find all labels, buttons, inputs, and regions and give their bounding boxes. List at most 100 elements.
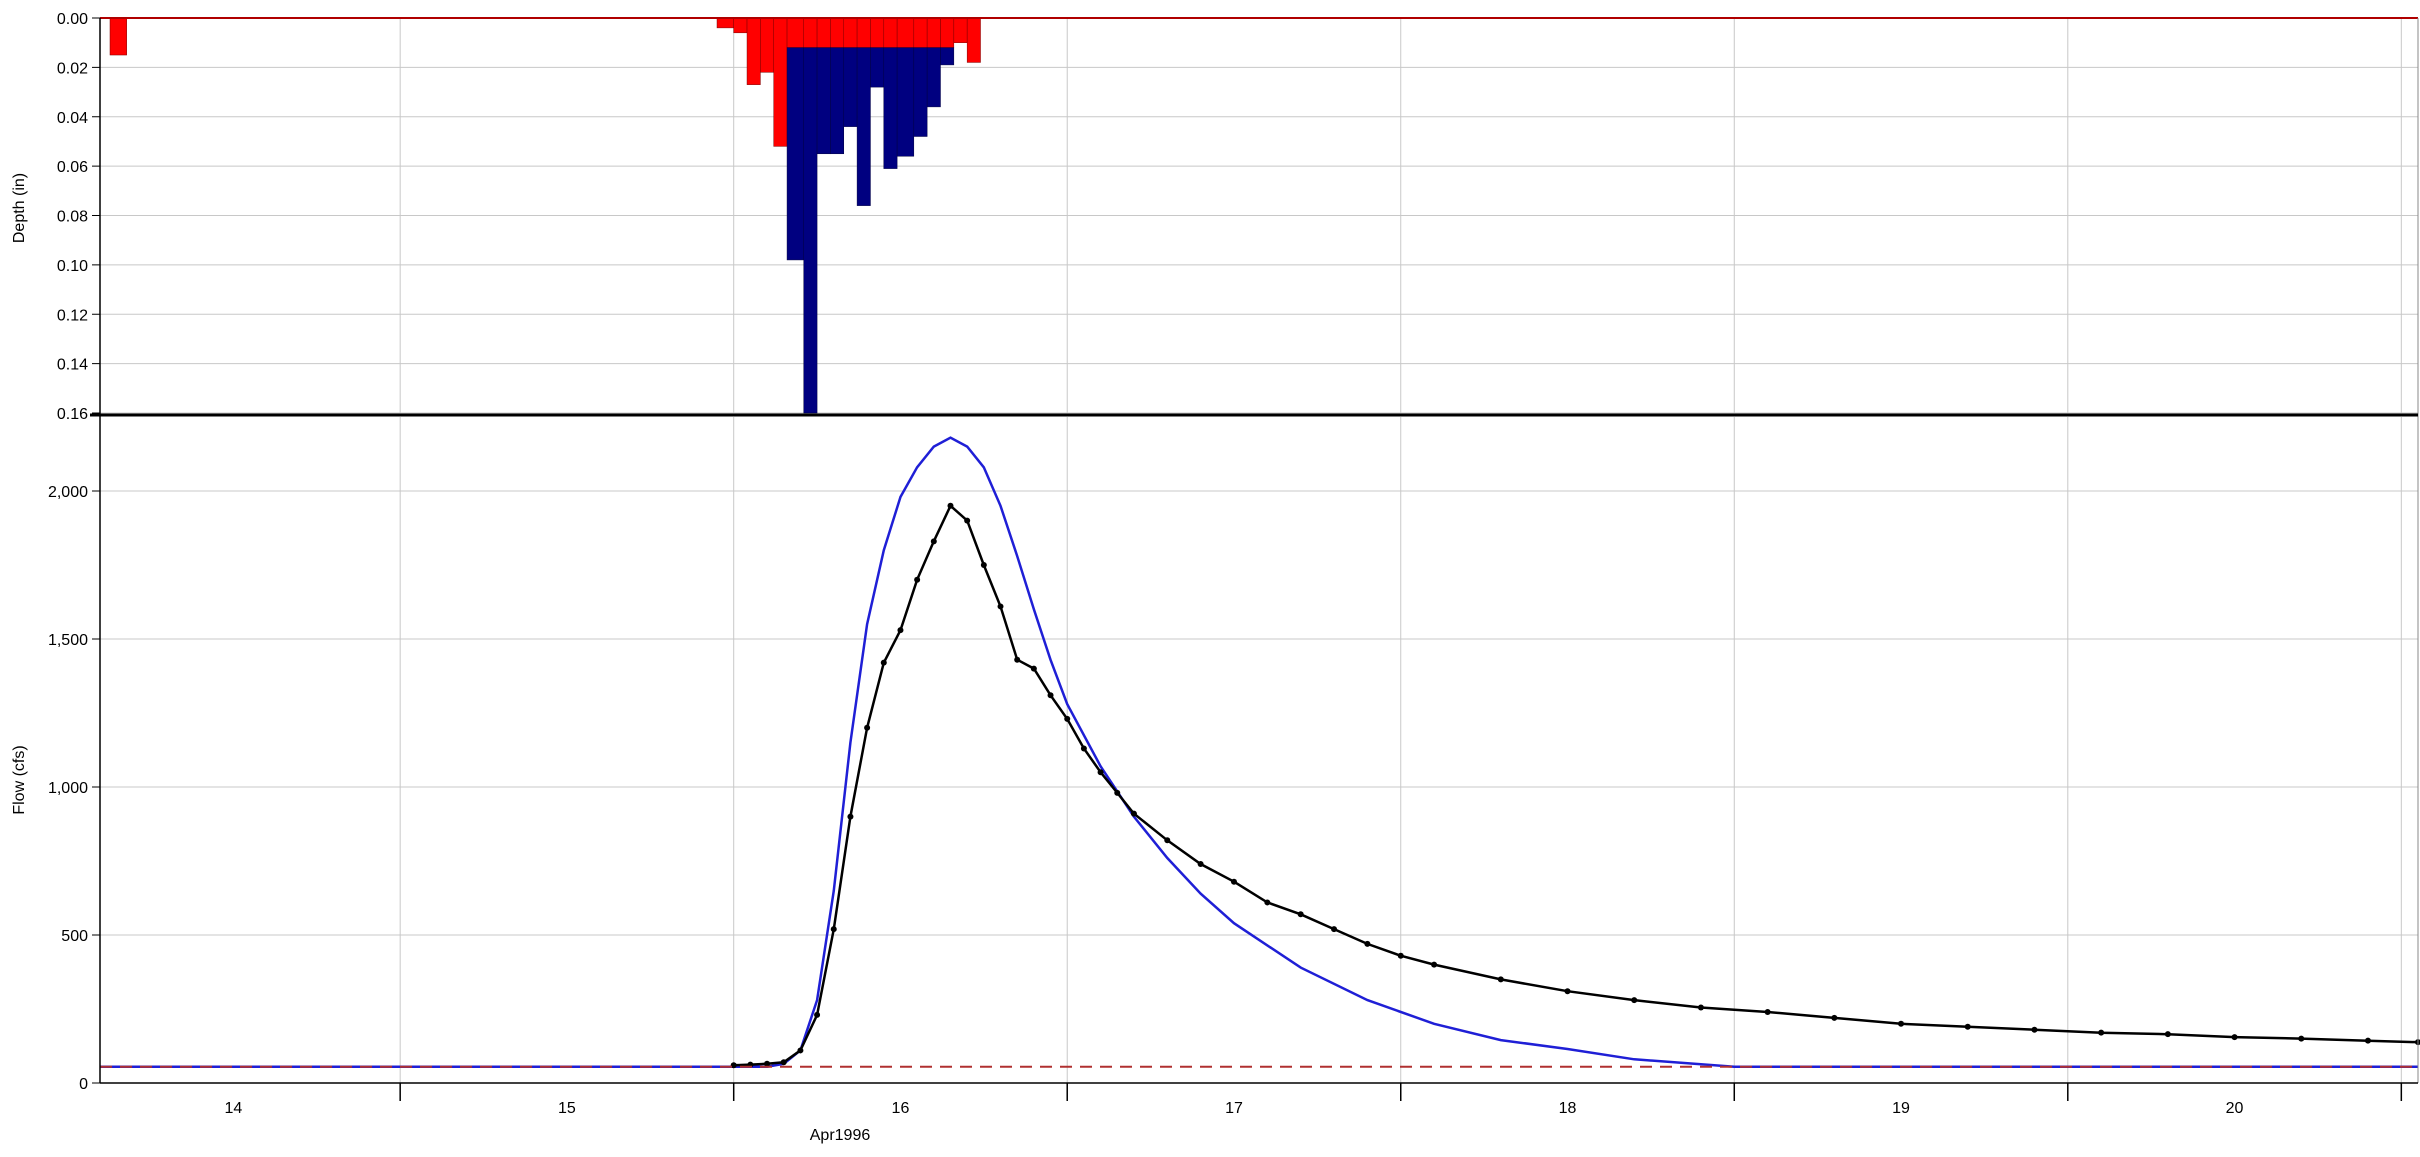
observed-flow-point xyxy=(914,576,921,583)
excess-precip-bar-17 xyxy=(940,17,955,48)
observed-flow-point xyxy=(2364,1037,2371,1044)
flow-y-tick-label-500: 500 xyxy=(61,928,88,945)
precip-y-tick-label-0.00: 0.00 xyxy=(57,11,88,28)
observed-flow-point xyxy=(780,1059,787,1066)
observed-flow-point xyxy=(1564,988,1571,995)
observed-flow-point xyxy=(980,562,987,568)
flow-series xyxy=(100,436,2420,1069)
observed-flow-point xyxy=(1431,961,1438,968)
flow-y-tick-label-1,500: 1,500 xyxy=(48,632,88,649)
observed-flow-point xyxy=(1631,997,1638,1004)
observed-flow-point xyxy=(1130,810,1137,817)
observed-flow-point xyxy=(997,603,1004,610)
observed-flow-point xyxy=(847,813,854,820)
x-axis: 14 15 16 17 18 19 20 Apr1996 xyxy=(225,1083,2403,1144)
excess-precip-bar-18 xyxy=(953,17,968,43)
observed-flow-point xyxy=(1114,789,1121,796)
observed-flow-point xyxy=(830,926,837,933)
observed-flow-point xyxy=(930,538,937,545)
observed-flow-point xyxy=(814,1011,821,1018)
precip-y-axis-title: Depth (in) xyxy=(11,173,28,243)
observed-flow-point xyxy=(2231,1034,2238,1041)
precip-y-ticks: 0.00 0.02 0.04 0.06 0.08 0.10 0.12 0.14 0.16 xyxy=(57,11,100,423)
excess-precip-bar-7 xyxy=(803,17,818,48)
flow-panel: 0 500 1,000 1,500 2,000 Flow (cfs) xyxy=(11,417,2420,1093)
x-tick-label-14: 14 xyxy=(225,1100,243,1117)
x-tick-label-16: 16 xyxy=(892,1100,910,1117)
observed-flow-point xyxy=(2164,1031,2171,1038)
observed-flow-point xyxy=(1331,926,1338,933)
excess-precip-bar-12 xyxy=(870,17,885,48)
excess-precip-bar-8 xyxy=(816,17,831,48)
observed-flow-point xyxy=(897,627,904,634)
loss-precip-bar-7 xyxy=(883,47,898,169)
precip-y-tick-label-0.16: 0.16 xyxy=(57,406,88,423)
loss-precip-bar-0 xyxy=(786,47,804,261)
precip-bars xyxy=(109,17,981,414)
observed-flow-point xyxy=(1264,899,1271,906)
excess-precip-bar-19 xyxy=(966,17,981,63)
observed-flow-point xyxy=(1697,1004,1704,1011)
observed-flow-point xyxy=(1364,940,1371,947)
precip-y-tick-label-0.06: 0.06 xyxy=(57,159,88,176)
flow-y-tick-label-1,000: 1,000 xyxy=(48,780,88,797)
precip-y-tick-label-0.12: 0.12 xyxy=(57,307,88,324)
observed-flow-point xyxy=(1764,1008,1771,1015)
x-axis-date-label: Apr1996 xyxy=(810,1127,871,1144)
x-tick-label-19: 19 xyxy=(1892,1100,1910,1117)
observed-flow-point xyxy=(1030,665,1037,672)
observed-flow-point xyxy=(730,1062,737,1069)
observed-flow-point xyxy=(1898,1020,1905,1027)
observed-flow-point xyxy=(2098,1029,2105,1036)
observed-flow-point xyxy=(864,724,871,731)
observed-flow-point xyxy=(1397,952,1404,959)
loss-precip-bar-5 xyxy=(856,47,871,206)
excess-precip-bar-4 xyxy=(760,17,774,73)
observed-flow-point xyxy=(880,659,887,666)
precip-y-tick-label-0.08: 0.08 xyxy=(57,209,88,226)
observed-flow-point xyxy=(1831,1014,1838,1021)
loss-precip-bar-3 xyxy=(830,47,845,155)
observed-flow-point xyxy=(2298,1035,2305,1042)
observed-flow-point xyxy=(1230,878,1237,885)
panel-frames xyxy=(90,17,2419,1084)
loss-precip-bar-8 xyxy=(896,47,915,157)
precipitation-panel: 0.00 0.02 0.04 0.06 0.08 0.10 0.12 0.14 0.16 Dep… xyxy=(11,11,2418,423)
precip-y-tick-label-0.14: 0.14 xyxy=(57,357,88,374)
x-tick-label-20: 20 xyxy=(2226,1100,2244,1117)
x-tick-label-15: 15 xyxy=(558,1100,576,1117)
observed-flow-point xyxy=(964,517,971,524)
excess-precip-bar-0 xyxy=(109,17,127,56)
flow-gridlines xyxy=(100,417,2418,1084)
excess-precip-bar-1 xyxy=(716,17,734,29)
excess-precip-bar-5 xyxy=(773,17,788,147)
observed-flow-point xyxy=(1197,860,1204,867)
observed-flow-point xyxy=(1064,715,1071,722)
excess-precip-bar-11 xyxy=(856,17,871,48)
excess-precip-bar-15 xyxy=(913,17,928,48)
observed-flow-point xyxy=(1047,692,1054,699)
flow-y-tick-label-0: 0 xyxy=(79,1076,88,1093)
excess-precip-bar-13 xyxy=(883,17,898,48)
computed-flow-line xyxy=(100,436,2418,1068)
observed-flow-line xyxy=(733,503,2419,1067)
loss-precip-bar-10 xyxy=(926,47,941,108)
precip-y-tick-label-0.04: 0.04 xyxy=(57,110,88,127)
precip-y-tick-label-0.02: 0.02 xyxy=(57,60,88,77)
loss-precip-bar-6 xyxy=(870,47,885,88)
observed-flow-point xyxy=(1297,911,1304,918)
observed-flow-point xyxy=(764,1060,771,1067)
loss-precip-bar-9 xyxy=(913,47,928,137)
x-tick-label-18: 18 xyxy=(1559,1100,1577,1117)
observed-flow-point xyxy=(947,502,954,509)
observed-flow-point xyxy=(1964,1023,1971,1030)
observed-flow-point xyxy=(1097,769,1104,776)
observed-flow-point xyxy=(1080,745,1087,752)
excess-precip-bar-6 xyxy=(786,17,804,48)
flow-y-ticks: 0 500 1,000 1,500 2,000 xyxy=(48,484,100,1093)
precip-y-tick-label-0.10: 0.10 xyxy=(57,258,88,275)
excess-precip-bar-10 xyxy=(843,17,858,48)
loss-precip-bar-2 xyxy=(816,47,831,155)
